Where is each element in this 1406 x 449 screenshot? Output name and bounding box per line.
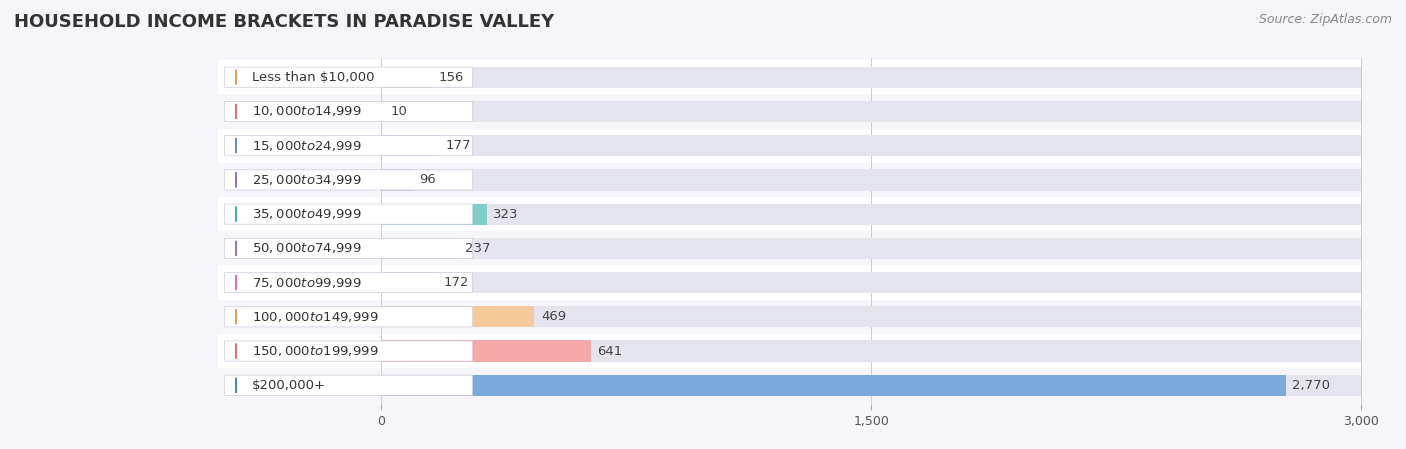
- FancyBboxPatch shape: [225, 67, 472, 87]
- Text: Less than $10,000: Less than $10,000: [252, 70, 375, 84]
- Bar: [218, 299, 1361, 334]
- Bar: [381, 238, 458, 259]
- Bar: [381, 135, 439, 156]
- Text: $10,000 to $14,999: $10,000 to $14,999: [252, 105, 361, 119]
- Text: $200,000+: $200,000+: [252, 379, 326, 392]
- Bar: [218, 265, 1361, 299]
- Bar: [218, 368, 1361, 402]
- Bar: [218, 94, 1361, 128]
- FancyBboxPatch shape: [225, 101, 472, 122]
- Text: 177: 177: [446, 139, 471, 152]
- Bar: [381, 374, 1361, 396]
- Text: 641: 641: [598, 344, 623, 357]
- Bar: [218, 231, 1361, 265]
- Bar: [381, 66, 432, 88]
- Bar: [218, 334, 1361, 368]
- Text: 156: 156: [439, 70, 464, 84]
- Text: Source: ZipAtlas.com: Source: ZipAtlas.com: [1258, 13, 1392, 26]
- FancyBboxPatch shape: [225, 273, 472, 293]
- Bar: [218, 60, 1361, 94]
- Text: 469: 469: [541, 310, 567, 323]
- Text: $100,000 to $149,999: $100,000 to $149,999: [252, 310, 378, 324]
- Text: $50,000 to $74,999: $50,000 to $74,999: [252, 242, 361, 255]
- Text: $150,000 to $199,999: $150,000 to $199,999: [252, 344, 378, 358]
- Bar: [381, 306, 1361, 327]
- Bar: [381, 203, 1361, 225]
- Bar: [381, 340, 1361, 361]
- Bar: [218, 197, 1361, 231]
- Text: 2,770: 2,770: [1292, 379, 1330, 392]
- Bar: [381, 101, 1361, 122]
- FancyBboxPatch shape: [225, 375, 472, 396]
- Bar: [381, 272, 437, 293]
- FancyBboxPatch shape: [225, 307, 472, 327]
- Text: 96: 96: [419, 173, 436, 186]
- FancyBboxPatch shape: [225, 238, 472, 259]
- Bar: [381, 169, 412, 190]
- Bar: [381, 203, 486, 225]
- Bar: [218, 163, 1361, 197]
- Text: 172: 172: [444, 276, 470, 289]
- Text: $75,000 to $99,999: $75,000 to $99,999: [252, 276, 361, 290]
- Bar: [381, 272, 1361, 293]
- Text: $35,000 to $49,999: $35,000 to $49,999: [252, 207, 361, 221]
- Bar: [381, 238, 1361, 259]
- Text: $25,000 to $34,999: $25,000 to $34,999: [252, 173, 361, 187]
- FancyBboxPatch shape: [225, 204, 472, 224]
- Text: $15,000 to $24,999: $15,000 to $24,999: [252, 139, 361, 153]
- Bar: [381, 101, 384, 122]
- Bar: [381, 306, 534, 327]
- Bar: [218, 128, 1361, 163]
- Text: 323: 323: [494, 207, 519, 220]
- Bar: [381, 135, 1361, 156]
- Bar: [381, 374, 1286, 396]
- Text: HOUSEHOLD INCOME BRACKETS IN PARADISE VALLEY: HOUSEHOLD INCOME BRACKETS IN PARADISE VA…: [14, 13, 554, 31]
- Text: 237: 237: [465, 242, 491, 255]
- Bar: [381, 66, 1361, 88]
- Text: 10: 10: [391, 105, 408, 118]
- Bar: [381, 340, 591, 361]
- FancyBboxPatch shape: [225, 170, 472, 190]
- Bar: [381, 169, 1361, 190]
- FancyBboxPatch shape: [225, 136, 472, 156]
- FancyBboxPatch shape: [225, 341, 472, 361]
